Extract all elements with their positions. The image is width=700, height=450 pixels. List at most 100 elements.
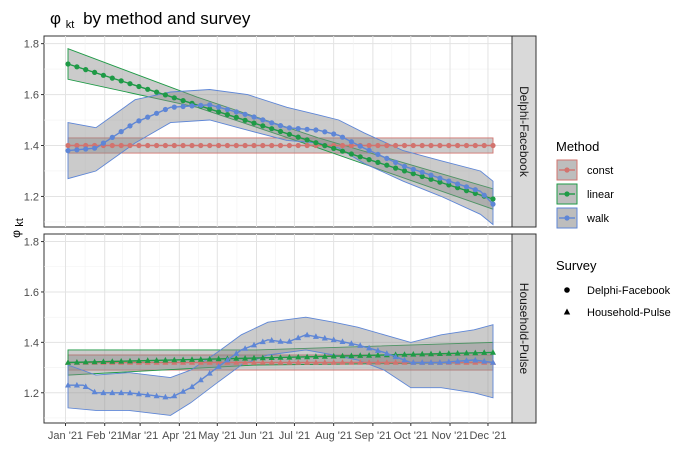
point-linear: [428, 350, 434, 357]
point-walk: [224, 106, 230, 113]
y-tick-label: 1.2: [24, 388, 39, 400]
point-walk: [100, 389, 107, 396]
y-tick-label: 1.4: [24, 337, 39, 349]
point-walk: [295, 334, 302, 341]
point-walk: [384, 155, 390, 161]
point-walk: [145, 114, 151, 120]
point-walk: [313, 127, 319, 133]
point-const: [375, 142, 381, 149]
point-linear: [171, 95, 177, 101]
point-walk: [383, 350, 390, 356]
point-walk: [233, 109, 239, 115]
point-const: [401, 142, 408, 149]
point-const: [198, 142, 204, 149]
point-walk: [330, 336, 337, 343]
point-walk: [73, 381, 80, 388]
point-linear: [304, 137, 310, 143]
point-const: [472, 142, 478, 149]
point-walk: [74, 147, 80, 153]
point-walk: [428, 359, 434, 365]
point-const: [437, 142, 443, 149]
facet-strip-delphi-facebook: Delphi-Facebook: [511, 35, 537, 228]
point-const: [251, 142, 257, 149]
y-axis-label-symbol: φ: [9, 230, 23, 238]
method-legend-label: linear: [587, 189, 614, 201]
point-walk: [428, 172, 434, 178]
point-walk: [419, 359, 426, 365]
point-const: [162, 142, 168, 149]
point-walk: [286, 338, 293, 344]
point-walk: [180, 388, 187, 394]
point-walk: [322, 129, 328, 135]
point-walk: [207, 102, 213, 108]
point-linear: [455, 185, 461, 191]
point-linear: [180, 356, 187, 363]
band-walk: [67, 316, 494, 416]
point-walk: [109, 389, 116, 396]
point-linear: [277, 354, 284, 360]
point-walk: [375, 151, 381, 157]
point-const: [446, 142, 452, 149]
point-linear: [189, 356, 195, 362]
point-linear: [321, 353, 328, 359]
point-linear: [127, 81, 133, 87]
point-const: [259, 359, 266, 365]
point-const: [224, 142, 230, 149]
point-linear: [118, 358, 125, 364]
method-legend-item-walk: walk: [556, 207, 610, 229]
point-const: [251, 359, 257, 365]
point-linear: [65, 359, 71, 365]
point-const: [127, 142, 133, 149]
point-walk: [198, 102, 204, 108]
point-const: [154, 142, 160, 149]
point-walk: [224, 356, 231, 363]
point-linear: [490, 196, 496, 202]
facet-panels: 1.2 1.4 1.6 1.8 Delphi-Facebook 1.2 1.4 1.6 1.8 H…: [24, 35, 537, 424]
point-walk: [339, 134, 346, 140]
point-walk: [154, 110, 160, 116]
point-const: [242, 142, 248, 149]
point-const: [286, 142, 292, 149]
band-walk: [67, 89, 494, 226]
point-walk: [392, 353, 399, 360]
point-walk: [127, 123, 133, 129]
point-linear: [100, 72, 106, 78]
point-const: [393, 142, 399, 149]
point-const: [268, 359, 275, 365]
point-linear: [268, 354, 275, 360]
point-linear: [295, 134, 301, 140]
point-walk: [357, 143, 363, 149]
point-walk: [436, 359, 443, 365]
point-linear: [490, 349, 496, 355]
point-linear: [331, 145, 337, 151]
point-linear: [162, 356, 169, 363]
method-legend-label: const: [587, 165, 613, 177]
point-const: [312, 359, 319, 365]
point-walk: [437, 175, 443, 181]
point-linear: [135, 357, 142, 364]
point-linear: [259, 354, 266, 361]
point-linear: [357, 352, 364, 358]
point-walk: [304, 126, 310, 132]
point-const: [304, 359, 311, 365]
point-walk: [401, 356, 408, 363]
x-tick-label: Oct '21: [394, 430, 429, 442]
point-walk: [348, 340, 355, 346]
point-walk: [268, 337, 275, 343]
point-linear: [384, 162, 390, 168]
point-linear: [401, 351, 408, 357]
point-walk: [251, 114, 257, 120]
point-walk: [118, 389, 125, 396]
point-linear: [295, 353, 302, 360]
x-tick-label: Feb '21: [87, 430, 123, 442]
point-linear: [472, 190, 478, 196]
point-linear: [339, 148, 346, 154]
point-const: [171, 142, 177, 149]
point-const: [233, 142, 239, 149]
point-linear: [65, 61, 71, 67]
point-walk: [269, 120, 275, 126]
point-linear: [180, 98, 186, 104]
point-walk: [445, 358, 452, 365]
point-linear: [357, 154, 363, 160]
point-walk: [366, 344, 373, 351]
